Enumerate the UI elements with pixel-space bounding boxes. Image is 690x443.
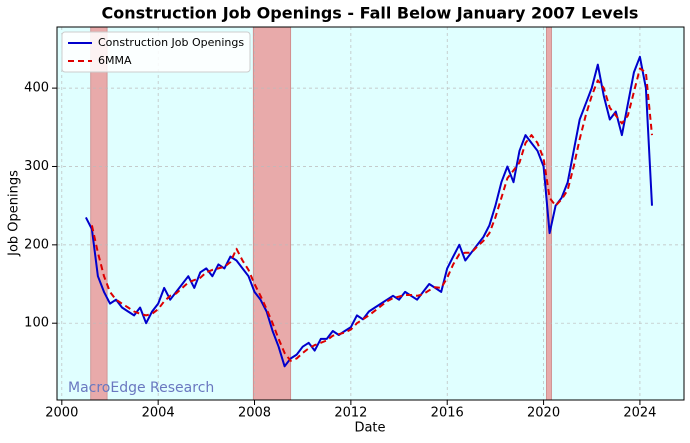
y-tick-label: 400: [24, 81, 49, 96]
x-tick-label: 2004: [142, 406, 175, 421]
axes-frame: [56, 26, 685, 401]
x-axis-label: Date: [354, 421, 385, 436]
recession-band: [90, 26, 108, 401]
data-line: [90, 67, 653, 362]
chart-title: Construction Job Openings - Fall Below J…: [102, 4, 639, 23]
recession-band: [252, 26, 292, 401]
x-tick-label: 2020: [527, 406, 560, 421]
x-tick-label: 2000: [45, 406, 78, 421]
y-tick-label: 100: [24, 316, 49, 331]
plot-background: [57, 27, 684, 400]
legend-label: 6MMA: [98, 54, 132, 67]
legend-label: Construction Job Openings: [98, 36, 244, 49]
x-tick-label: 2024: [623, 406, 656, 421]
x-tick-label: 2016: [431, 406, 464, 421]
legend-box: [61, 31, 251, 73]
watermark: MacroEdge Research: [68, 380, 214, 396]
x-tick-label: 2012: [334, 406, 367, 421]
y-axis-label: Job Openings: [7, 170, 22, 257]
y-tick-label: 300: [24, 159, 49, 174]
y-tick-label: 200: [24, 237, 49, 252]
x-tick-label: 2008: [238, 406, 271, 421]
